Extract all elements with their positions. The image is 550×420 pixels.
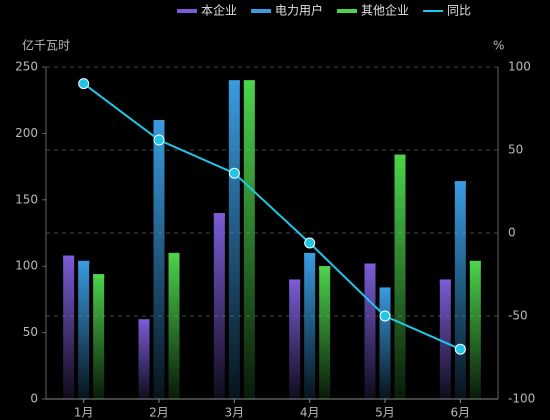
bar-cap xyxy=(319,266,331,271)
bar-cap xyxy=(93,274,105,279)
bar xyxy=(394,154,406,399)
y-tick-label: 0 xyxy=(30,392,38,406)
y-tick-label: 150 xyxy=(15,192,38,206)
bar xyxy=(289,279,301,399)
y-tick-label: 100 xyxy=(15,259,38,273)
bar-cap xyxy=(243,80,255,85)
bar xyxy=(78,260,90,399)
x-tick-label: 4月 xyxy=(300,406,320,420)
bar xyxy=(138,319,150,399)
y2-tick-label: 50 xyxy=(508,143,523,157)
bar-cap xyxy=(364,263,376,268)
bar xyxy=(469,260,481,399)
line-point xyxy=(78,78,90,90)
bar xyxy=(319,266,331,399)
x-tick-label: 5月 xyxy=(375,406,395,420)
bar-cap xyxy=(138,319,150,324)
bar xyxy=(454,181,466,399)
bar-cap xyxy=(469,260,481,265)
x-tick-label: 2月 xyxy=(149,406,169,420)
line-point xyxy=(304,237,316,249)
bar xyxy=(228,80,240,399)
y2-tick-label: -50 xyxy=(508,309,528,323)
bar xyxy=(364,263,376,399)
bar xyxy=(93,274,105,399)
legend-label: 其他企业 xyxy=(361,3,409,18)
bar xyxy=(153,120,165,400)
x-tick-label: 1月 xyxy=(74,406,94,420)
bar xyxy=(213,213,225,399)
y2-tick-label: 0 xyxy=(508,226,516,240)
line-point xyxy=(153,134,165,146)
legend-label: 本企业 xyxy=(201,3,237,18)
bar-cap xyxy=(78,260,90,265)
bar xyxy=(168,252,180,399)
y2-tick-label: -100 xyxy=(508,392,535,406)
x-tick-label: 6月 xyxy=(451,406,471,420)
bar-cap xyxy=(454,181,466,186)
bar-cap xyxy=(153,120,165,125)
bar xyxy=(304,252,316,399)
legend-label: 电力用户 xyxy=(275,3,323,18)
bar xyxy=(379,287,391,399)
legend-label: 同比 xyxy=(447,4,471,18)
bar-cap xyxy=(304,252,316,257)
y2-tick-label: 100 xyxy=(508,60,531,74)
bar-cap xyxy=(228,80,240,85)
line-point xyxy=(454,343,466,355)
line xyxy=(83,82,461,351)
y-tick-label: 50 xyxy=(23,325,38,339)
y-tick-label: 200 xyxy=(15,126,38,140)
line-point xyxy=(379,310,391,322)
bar xyxy=(243,80,255,399)
bar-cap xyxy=(394,154,406,159)
bar-cap xyxy=(289,279,301,284)
bar-cap xyxy=(168,252,180,257)
x-tick-label: 3月 xyxy=(225,406,245,420)
bar-cap xyxy=(379,287,391,292)
y-tick-label: 250 xyxy=(15,60,38,74)
bar-cap xyxy=(63,255,75,260)
bar-cap xyxy=(213,213,225,218)
bar-cap xyxy=(439,279,451,284)
bar xyxy=(439,279,451,399)
y-axis-label: 亿千瓦时 xyxy=(22,38,70,53)
y2-axis-label: % xyxy=(493,39,504,53)
line-point xyxy=(228,167,240,179)
bar xyxy=(63,255,75,399)
